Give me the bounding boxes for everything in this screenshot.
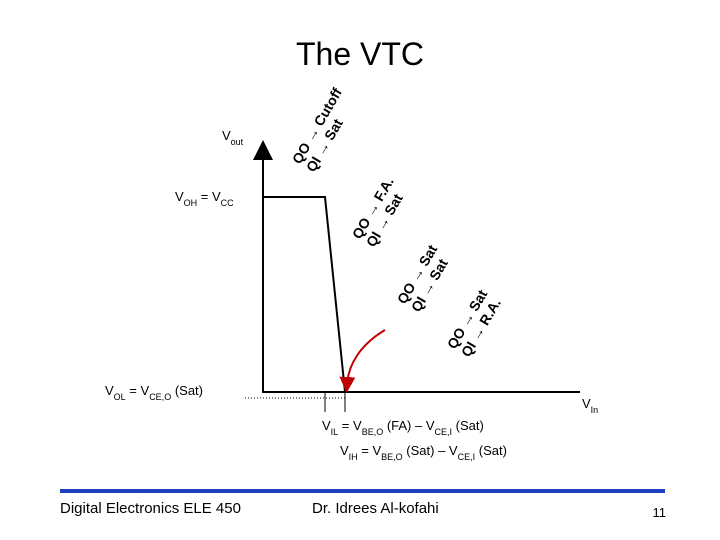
label-text: (Sat): [475, 443, 507, 458]
page-number: 11: [653, 505, 667, 520]
subscript: IL: [331, 427, 339, 437]
vol-label: VOL = VCE,O (Sat): [105, 383, 203, 402]
subscript: OL: [114, 392, 126, 402]
footer-author: Dr. Idrees Al-kofahi: [312, 500, 439, 517]
label-text: V: [105, 383, 114, 398]
sat-pointer: [339, 329, 386, 393]
label-text: = V: [358, 443, 382, 458]
subscript: OH: [184, 198, 198, 208]
label-text: (Sat) – V: [403, 443, 458, 458]
label-text: V: [340, 443, 349, 458]
label-text: V: [322, 418, 331, 433]
subscript: IH: [349, 452, 358, 462]
subscript: CE,I: [458, 452, 476, 462]
subscript: out: [231, 137, 244, 147]
label-text: V: [582, 396, 591, 411]
subscript: In: [591, 405, 599, 415]
footer-course: Digital Electronics ELE 450: [60, 500, 241, 517]
label-text: = V: [197, 189, 221, 204]
subscript: CE,I: [435, 427, 453, 437]
label-text: V: [175, 189, 184, 204]
vtc-curve: [263, 196, 346, 393]
title: The VTC: [296, 36, 424, 72]
label-text: (FA) – V: [383, 418, 435, 433]
label-text: (Sat): [171, 383, 203, 398]
label-text: (Sat): [452, 418, 484, 433]
vil-label: VIL = VBE,O (FA) – VCE,I (Sat): [322, 418, 484, 437]
subscript: BE,O: [362, 427, 384, 437]
subscript: CE,O: [149, 392, 171, 402]
vih-label: VIH = VBE,O (Sat) – VCE,I (Sat): [340, 443, 507, 462]
label-text: V: [222, 128, 231, 143]
vin-label: VIn: [582, 396, 598, 415]
subscript: BE,O: [381, 452, 403, 462]
label-text: = V: [338, 418, 362, 433]
voh-label: VOH = VCC: [175, 189, 234, 208]
label-text: = V: [126, 383, 150, 398]
vout-label: Vout: [222, 128, 244, 147]
subscript: CC: [221, 198, 234, 208]
